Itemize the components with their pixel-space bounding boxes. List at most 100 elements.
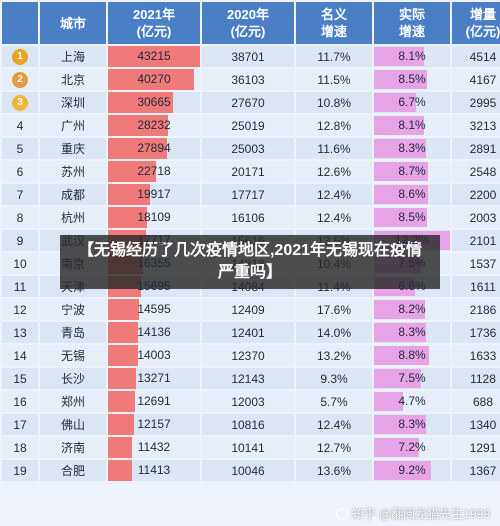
gdp-2021-value: 13271 — [137, 371, 171, 385]
medal-icon: 1 — [12, 49, 28, 65]
gdp-2021-bar — [108, 391, 136, 412]
real-growth-value: 9.2% — [398, 463, 426, 477]
rank-cell: 5 — [2, 138, 38, 159]
rank-cell: 9 — [2, 230, 38, 251]
gdp-2021-value: 30665 — [137, 95, 171, 109]
rank-cell: 14 — [2, 345, 38, 366]
real-growth-value: 8.1% — [398, 118, 426, 132]
real-growth-cell: 8.7% — [374, 161, 450, 182]
gdp-2021-cell: 40270 — [108, 69, 200, 90]
real-growth-cell: 8.3% — [374, 138, 450, 159]
title-overlay: 【无锡经历了几次疫情地区,2021年无锡现在疫情严重吗】 — [60, 235, 440, 289]
increase-cell: 1633 — [452, 345, 500, 366]
table-row: 3 深圳 30665 27670 10.8% 6.7% 2995 — [2, 92, 500, 113]
gdp-2020-cell: 12370 — [202, 345, 294, 366]
gdp-2021-bar — [108, 437, 133, 458]
city-cell: 郑州 — [40, 391, 106, 412]
real-growth-value: 6.7% — [398, 95, 426, 109]
rank-cell: 16 — [2, 391, 38, 412]
real-growth-cell: 8.5% — [374, 207, 450, 228]
city-cell: 宁波 — [40, 299, 106, 320]
gdp-2021-bar — [108, 368, 137, 389]
real-growth-bar — [374, 208, 427, 227]
real-growth-value: 8.3% — [398, 417, 426, 431]
nominal-growth-cell: 11.6% — [296, 138, 372, 159]
gdp-ranking-table: 城市 2021年 (亿元) 2020年 (亿元) 名义 增速 实际 增速 增量 (亿元) … — [2, 2, 500, 481]
increase-cell: 2200 — [452, 184, 500, 205]
gdp-2020-cell: 12409 — [202, 299, 294, 320]
real-growth-cell: 8.6% — [374, 184, 450, 205]
real-growth-bar — [374, 346, 429, 365]
real-growth-cell: 7.5% — [374, 368, 450, 389]
gdp-2021-cell: 30665 — [108, 92, 200, 113]
real-growth-cell: 8.1% — [374, 46, 450, 67]
gdp-2021-bar — [108, 345, 138, 366]
real-growth-value: 8.8% — [398, 348, 426, 362]
gdp-2021-cell: 14136 — [108, 322, 200, 343]
real-growth-value: 8.3% — [398, 325, 426, 339]
increase-cell: 1611 — [452, 276, 500, 297]
nominal-growth-cell: 11.5% — [296, 69, 372, 90]
nominal-growth-cell: 12.6% — [296, 161, 372, 182]
real-growth-cell: 8.1% — [374, 115, 450, 136]
header-real-growth: 实际 增速 — [374, 2, 450, 44]
gdp-2020-cell: 10046 — [202, 460, 294, 481]
gdp-2021-cell: 28232 — [108, 115, 200, 136]
real-growth-bar — [374, 162, 429, 181]
nominal-growth-cell: 14.0% — [296, 322, 372, 343]
real-growth-cell: 8.5% — [374, 69, 450, 90]
real-growth-value: 8.2% — [398, 302, 426, 316]
city-cell: 成都 — [40, 184, 106, 205]
table-row: 15 长沙 13271 12143 9.3% 7.5% 1128 — [2, 368, 500, 389]
gdp-2021-value: 17717 — [137, 233, 171, 247]
nominal-growth-cell: 13.2% — [296, 345, 372, 366]
table-row: 17 佛山 12157 10816 12.4% 8.3% 1340 — [2, 414, 500, 435]
rank-cell: 3 — [2, 92, 38, 113]
real-growth-value: 8.5% — [398, 72, 426, 86]
city-cell: 青岛 — [40, 322, 106, 343]
city-cell: 重庆 — [40, 138, 106, 159]
real-growth-cell: 6.6% — [374, 276, 450, 297]
rank-cell: 6 — [2, 161, 38, 182]
gdp-2021-cell: 11432 — [108, 437, 200, 458]
increase-cell: 1340 — [452, 414, 500, 435]
header-row: 城市 2021年 (亿元) 2020年 (亿元) 名义 增速 实际 增速 增量 (亿元) — [2, 2, 500, 44]
gdp-2020-cell: 25003 — [202, 138, 294, 159]
city-cell: 济南 — [40, 437, 106, 458]
gdp-2021-bar — [108, 46, 200, 67]
increase-cell: 2995 — [452, 92, 500, 113]
gdp-2021-value: 16355 — [137, 256, 171, 270]
real-growth-bar — [374, 300, 426, 319]
city-cell: 深圳 — [40, 92, 106, 113]
rank-cell: 12 — [2, 299, 38, 320]
gdp-2021-cell: 22718 — [108, 161, 200, 182]
rank-cell: 15 — [2, 368, 38, 389]
gdp-2021-bar — [108, 138, 168, 159]
nominal-growth-cell: 10.8% — [296, 92, 372, 113]
city-cell: 广州 — [40, 115, 106, 136]
gdp-2021-value: 28232 — [137, 118, 171, 132]
table-row: 4 广州 28232 25019 12.8% 8.1% 3213 — [2, 115, 500, 136]
city-cell: 无锡 — [40, 345, 106, 366]
gdp-2021-value: 43215 — [137, 49, 171, 63]
gdp-2021-value: 11413 — [137, 463, 171, 477]
increase-cell: 4167 — [452, 69, 500, 90]
gdp-2020-cell: 17717 — [202, 184, 294, 205]
increase-cell: 2003 — [452, 207, 500, 228]
rank-cell: 17 — [2, 414, 38, 435]
increase-cell: 688 — [452, 391, 500, 412]
gdp-2021-cell: 15695 — [108, 276, 200, 297]
gdp-2021-cell: 11413 — [108, 460, 200, 481]
gdp-2020-cell: 12003 — [202, 391, 294, 412]
real-growth-bar — [374, 323, 426, 342]
real-growth-value: 6.6% — [398, 279, 426, 293]
gdp-2021-value: 19917 — [137, 187, 171, 201]
nominal-growth-cell: 9.3% — [296, 368, 372, 389]
header-nominal-growth: 名义 增速 — [296, 2, 372, 44]
table-body: 1 上海 43215 38701 11.7% 8.1% 4514 2 北京 40270 36103 1… — [2, 46, 500, 481]
nominal-growth-cell: 13.6% — [296, 460, 372, 481]
gdp-2021-bar — [108, 184, 151, 205]
zhihu-logo-icon — [335, 507, 348, 520]
gdp-2021-value: 14136 — [137, 325, 171, 339]
city-cell: 上海 — [40, 46, 106, 67]
